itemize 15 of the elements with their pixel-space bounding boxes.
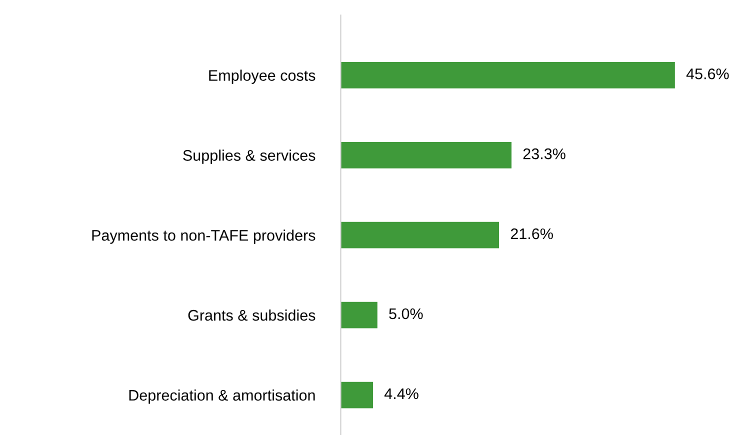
data-label: 21.6% <box>510 228 553 240</box>
bar <box>340 62 675 88</box>
bar <box>340 382 373 408</box>
bar <box>340 302 378 328</box>
bar <box>340 222 500 248</box>
y-tick-label: Depreciation & amortisation <box>129 389 315 404</box>
y-tick-label: Employee costs <box>209 70 316 84</box>
data-label: 5.0% <box>389 308 423 320</box>
data-label: 45.6% <box>686 68 729 80</box>
y-tick-label: Supplies & services <box>183 150 316 164</box>
y-tick-label: Payments to non-TAFE providers <box>92 230 316 244</box>
bar <box>340 142 512 168</box>
data-label: 4.4% <box>384 388 418 400</box>
data-label: 23.3% <box>523 148 566 160</box>
y-tick-label: Grants & subsidies <box>188 310 316 321</box>
